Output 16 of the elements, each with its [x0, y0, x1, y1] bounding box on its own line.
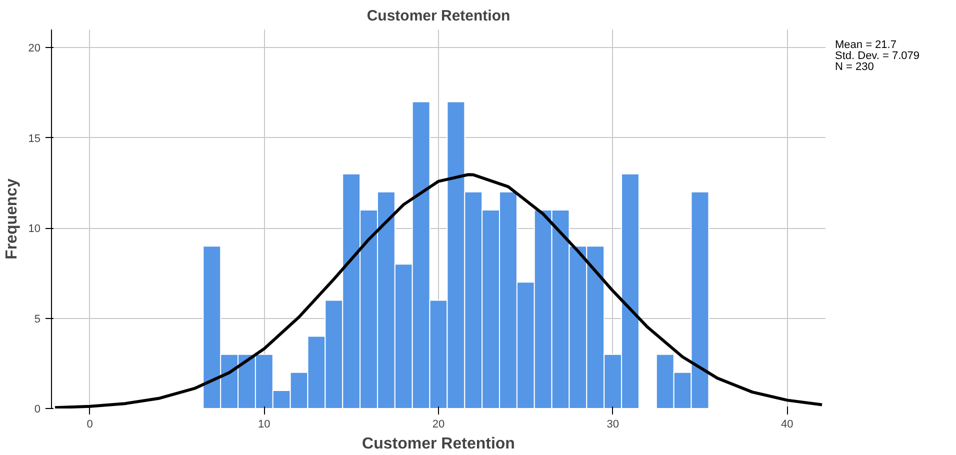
y-axis-title: Frequency: [3, 178, 20, 260]
x-tick-label: 0: [86, 418, 93, 430]
y-tick-label: 5: [34, 313, 41, 326]
y-tick-label: 10: [28, 223, 41, 236]
x-axis-title: Customer Retention: [362, 436, 515, 452]
text: Mean = 21.7: [835, 39, 896, 51]
x-tick-label: 40: [781, 418, 794, 430]
y-tick-label: 20: [28, 42, 41, 55]
x-tick-label: 30: [606, 418, 619, 430]
y-tick-label: 15: [28, 132, 41, 145]
x-tick-label: 10: [258, 418, 270, 430]
x-tick-label: 20: [432, 418, 445, 430]
y-tick-label: 0: [34, 404, 41, 416]
text: N = 230: [835, 61, 874, 73]
chart-title: Customer Retention: [366, 8, 510, 24]
text: Std. Dev. = 7.079: [835, 50, 920, 62]
